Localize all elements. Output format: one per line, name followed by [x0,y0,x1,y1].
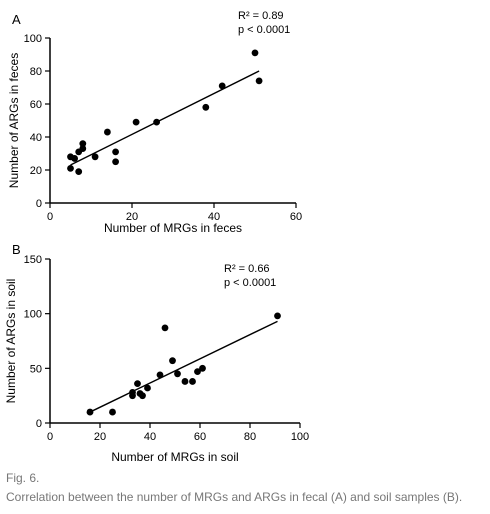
chart1-x-tick-label: 40 [208,211,220,223]
chart1-data-point [153,118,161,126]
chart2-x-axis-title: Number of MRGs in soil [111,450,238,464]
chart2-x-tick-label: 80 [244,431,256,443]
chart1-data-point [251,49,259,57]
figure-label: Fig. 6. [6,471,40,485]
chart1-y-tick-label: 0 [36,198,42,210]
chart1-y-tick-label: 80 [30,66,42,78]
chart2-data-point [139,392,146,400]
chart1-y-tick-label: 100 [24,33,42,45]
chart1-regression-line [70,70,260,166]
chart1-panel-label: A [12,12,21,27]
chart1-x-tick-label: 20 [126,211,138,223]
chart2-data-point [134,380,141,388]
chart1-y-tick-label: 60 [30,99,42,111]
chart1-y-axis-title: Number of ARGs in feces [7,53,21,188]
chart2-data-point [156,371,164,379]
chart2-y-tick-label: 0 [36,418,42,430]
chart1-annotation: p < 0.0001 [238,24,290,36]
chart2-annotation: p < 0.0001 [224,277,276,289]
chart1-data-point [132,118,140,126]
chart2-regression-line [89,320,278,413]
chart2-data-point [144,384,151,392]
chart1-y-tick-label: 20 [30,165,42,177]
chart1-data-point [71,155,78,162]
chart1-data-point [79,145,87,152]
chart1-data-point [104,128,111,136]
chart2-y-axis-title: Number of ARGs in soil [4,279,18,404]
chart2-data-point [194,368,201,376]
chart1-data-point [67,164,74,172]
chart1-y-tick-label: 40 [30,132,42,144]
chart1-data-point [255,77,263,85]
chart2-annotation: R² = 0.66 [224,263,270,275]
chart2-data-point [109,408,116,416]
chart1-data-point [218,82,226,90]
chart2-data-point [274,312,281,320]
chart1-x-axis-title: Number of MRGs in feces [104,221,242,235]
chart1-data-point [112,148,119,156]
chart1-data-point [79,140,87,148]
chart2-x-tick-label: 60 [194,431,206,443]
figure-caption: Correlation between the number of MRGs a… [6,490,463,504]
chart1-data-point [75,168,83,176]
chart1-data-point [91,153,99,161]
chart2-data-point [199,364,206,372]
chart2-data-point [86,408,94,416]
chart2-data-point [181,378,189,385]
chart2-data-point [161,324,169,332]
chart2-y-tick-label: 100 [24,309,42,321]
chart2-data-point [169,357,176,365]
chart2-x-tick-label: 100 [291,431,309,443]
chart2-panel-label: B [12,242,21,257]
chart2-x-tick-label: 0 [47,431,53,443]
chart1-data-point [202,103,210,111]
chart1-annotation: R² = 0.89 [238,10,284,22]
chart1-x-tick-label: 0 [47,211,53,223]
chart2-data-point [189,378,196,385]
chart1-data-point [112,158,119,166]
chart2-x-tick-label: 20 [94,431,106,443]
chart2-data-point [174,370,181,378]
chart2-y-tick-label: 50 [30,363,42,375]
chart1-x-tick-label: 60 [290,211,302,223]
chart2-y-tick-label: 150 [24,254,42,266]
chart2-x-tick-label: 40 [144,431,156,443]
chart2-data-point [129,388,136,396]
